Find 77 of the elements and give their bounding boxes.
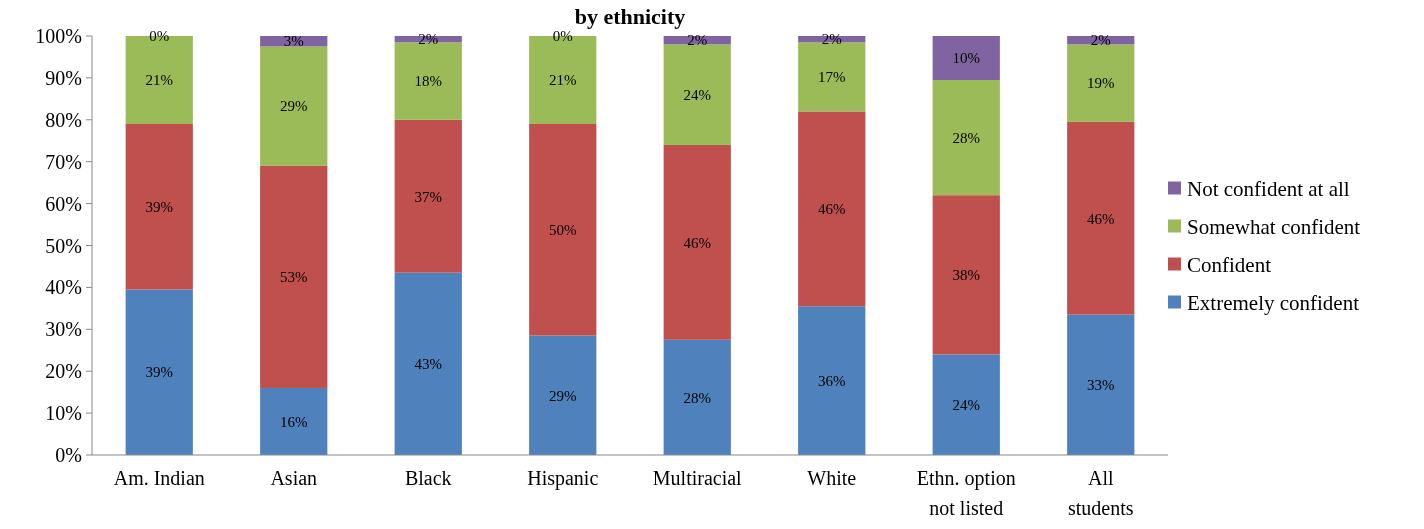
y-tick-label: 70% [45,150,82,173]
data-label: 37% [414,188,442,205]
data-label: 2% [687,32,708,49]
bar [798,42,866,112]
data-label: 46% [1087,210,1115,227]
x-tick-label: Ethn. option not listed [916,467,1016,519]
bar [125,289,193,455]
legend-label: Extremely confident [1187,290,1360,315]
data-label: 46% [683,234,711,251]
data-label: 28% [683,389,711,406]
bar [1067,314,1135,455]
bar [932,195,1000,355]
y-tick-label: 90% [45,66,82,89]
data-label: 16% [280,413,308,430]
bar [125,123,193,290]
data-label: 24% [952,396,980,413]
data-label: 33% [1087,377,1115,394]
bar [663,339,731,455]
bar [798,306,866,455]
y-tick-label: 50% [45,234,82,257]
y-tick-label: 40% [45,276,82,299]
data-label: 28% [952,129,980,146]
bar [394,42,462,120]
x-tick-label: Black [404,467,452,489]
bar [260,165,328,388]
data-label: 36% [818,372,846,389]
data-label: 29% [549,387,577,404]
data-label: 39% [145,364,173,381]
data-label: 29% [280,98,308,115]
data-label: 18% [414,73,442,90]
data-label: 10% [952,50,980,67]
bar [529,123,597,336]
y-tick-label: 30% [45,318,82,341]
bar [663,144,731,340]
bar [260,46,328,166]
data-label: 50% [549,222,577,239]
data-label: 38% [952,267,980,284]
bar [394,119,462,273]
y-tick-label: 80% [45,108,82,131]
bar [1067,44,1135,122]
y-tick-label: 0% [55,444,82,466]
bar [529,335,597,455]
y-tick-label: 60% [45,192,82,215]
data-label: 46% [818,201,846,218]
data-label: 39% [145,198,173,215]
y-tick-label: 10% [45,402,82,425]
x-tick-label: Hispanic [527,467,599,490]
legend-label: Confident [1187,252,1272,277]
x-tick-label: All students [1067,467,1134,519]
data-label: 2% [418,31,439,48]
y-tick-label: 20% [45,360,82,383]
bar [932,354,1000,455]
data-label: 2% [821,31,842,48]
legend-label: Not confident at all [1187,176,1350,201]
bar [663,44,731,145]
bar [260,387,328,455]
bar [932,36,1000,80]
data-label: 2% [1090,32,1111,49]
y-tick-label: 100% [35,25,82,47]
x-tick-label: Am. Indian [113,467,205,489]
data-label: 17% [818,69,846,86]
x-tick-label: White [807,467,857,489]
bar [798,111,866,307]
x-tick-label: Asian [270,467,318,489]
data-label: 21% [145,72,173,89]
data-label: 3% [283,33,304,50]
bar [932,80,1000,196]
bar [394,272,462,455]
chart-title: by ethnicity [574,4,686,29]
data-label: 43% [414,356,442,373]
data-label: 53% [280,269,308,286]
data-label: 19% [1087,75,1115,92]
x-tick-label: Multiracial [652,467,743,489]
data-label: 21% [549,72,577,89]
bar [1067,121,1135,315]
legend-label: Somewhat confident [1187,214,1361,239]
data-label: 24% [683,86,711,103]
